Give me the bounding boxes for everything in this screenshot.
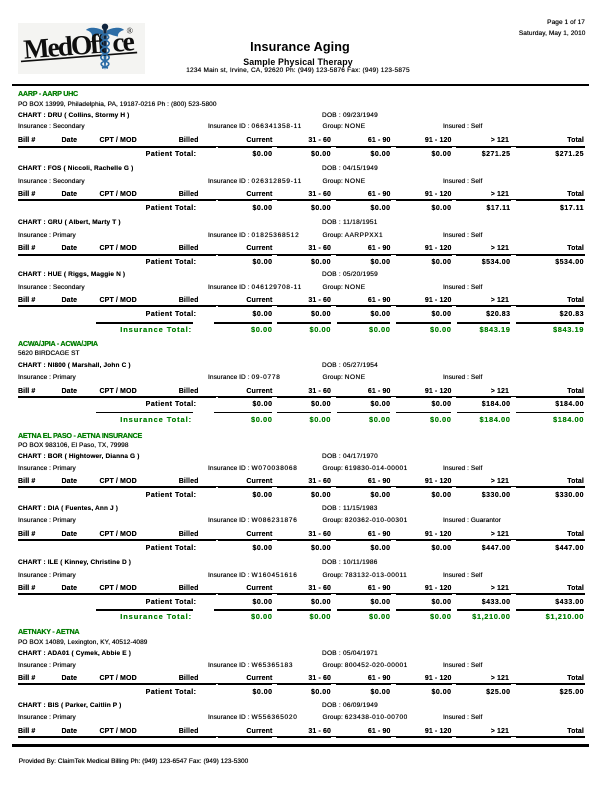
svg-text:MedOff: MedOff <box>22 27 108 64</box>
svg-text:®: ® <box>127 26 134 36</box>
